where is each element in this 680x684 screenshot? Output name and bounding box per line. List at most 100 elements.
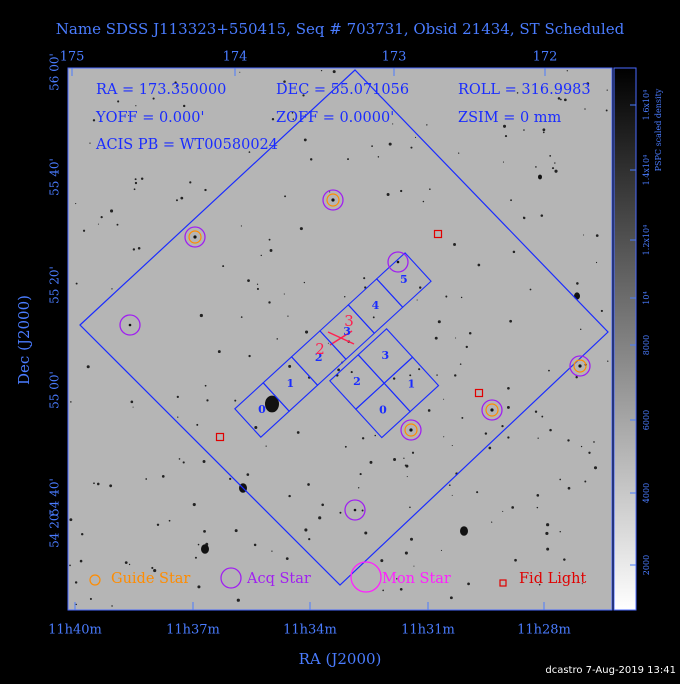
legend-label: Acq Star xyxy=(246,571,311,587)
sky-source xyxy=(288,494,291,498)
left-tick-label: 56 00' xyxy=(48,53,62,91)
sky-source xyxy=(548,369,550,372)
sky-source xyxy=(477,263,481,267)
sky-source xyxy=(176,395,179,399)
sky-source xyxy=(427,409,431,412)
sky-source xyxy=(413,565,415,567)
sky-source xyxy=(97,223,99,225)
sky-source xyxy=(174,81,177,84)
acq-star xyxy=(344,499,366,521)
sky-source xyxy=(503,124,507,128)
sky-source xyxy=(409,506,411,509)
sky-source xyxy=(509,319,513,323)
colorbar-tick-label: 10⁴ xyxy=(642,291,651,304)
sky-source xyxy=(595,261,598,264)
sky-source xyxy=(344,445,347,448)
sky-source xyxy=(606,89,608,91)
sky-source xyxy=(549,428,552,432)
sky-source xyxy=(248,354,251,358)
star xyxy=(193,235,197,239)
sky-source xyxy=(459,363,462,365)
sky-source xyxy=(607,360,609,362)
chip-label: 1 xyxy=(408,377,416,390)
sky-source xyxy=(70,401,72,403)
sky-source xyxy=(455,337,457,339)
sky-source xyxy=(192,502,196,507)
sky-source xyxy=(236,598,240,602)
sky-source xyxy=(175,199,178,202)
sky-source xyxy=(234,529,238,533)
colorbar-tick-label: 1.4x10⁴ xyxy=(642,155,651,186)
chip-label: 3 xyxy=(382,349,390,362)
sky-source xyxy=(371,145,373,148)
sky-source xyxy=(276,338,279,340)
sky-source xyxy=(600,309,603,313)
sky-source xyxy=(563,558,566,561)
ccd-chip xyxy=(375,252,432,309)
top-tick-label: 175 xyxy=(60,50,85,65)
sky-source xyxy=(460,296,463,299)
sky-source xyxy=(595,234,599,237)
sky-source xyxy=(382,589,384,592)
info-text: ACIS PB = WT00580024 xyxy=(95,137,278,153)
sky-source xyxy=(559,530,561,533)
star xyxy=(578,364,582,368)
sky-source xyxy=(502,510,504,512)
sky-source xyxy=(540,214,544,217)
sky-source xyxy=(246,473,250,476)
sky-source xyxy=(510,199,512,202)
sky-source xyxy=(584,108,586,110)
left-tick-label: 55 00' xyxy=(48,371,62,409)
sky-source xyxy=(197,543,200,546)
chip-label: 0 xyxy=(379,403,387,416)
chip-label: 0 xyxy=(258,403,266,416)
sky-source xyxy=(111,605,113,607)
left-tick-label: 54 40' xyxy=(48,478,62,516)
sky-source xyxy=(110,209,114,213)
sky-source xyxy=(357,487,360,489)
colorbar-tick-label: 8000 xyxy=(642,335,651,355)
sky-source xyxy=(559,98,562,101)
sky-source xyxy=(222,265,225,268)
sky-source xyxy=(546,547,550,551)
sky-source xyxy=(399,587,403,591)
sky-source xyxy=(194,556,197,559)
sky-source xyxy=(197,585,201,589)
galaxy xyxy=(201,544,209,554)
sky-source xyxy=(507,386,510,390)
sky-source xyxy=(593,441,595,443)
sky-source xyxy=(564,98,567,102)
sky-source xyxy=(137,246,141,250)
sky-source xyxy=(156,523,160,527)
plot-frame xyxy=(67,67,613,611)
sky-source xyxy=(339,511,342,514)
guide-star xyxy=(188,230,202,244)
sky-source xyxy=(239,71,241,73)
title: Name SDSS J113323+550415, Seq # 703731, … xyxy=(56,20,625,38)
sky-source xyxy=(406,476,408,478)
sky-source xyxy=(304,330,309,334)
sky-source xyxy=(416,299,418,301)
sky-source xyxy=(536,506,539,509)
sky-source xyxy=(467,582,470,586)
top-tick-label: 174 xyxy=(223,50,248,65)
sky-noise xyxy=(69,69,609,607)
sky-source xyxy=(299,227,303,231)
sky-source xyxy=(410,146,413,149)
sky-source xyxy=(453,243,456,246)
sky-source xyxy=(130,400,134,404)
sky-source xyxy=(161,111,163,113)
sky-source xyxy=(393,458,397,462)
sky-source xyxy=(304,528,308,532)
acq-star xyxy=(481,399,503,421)
sky-source xyxy=(536,494,540,497)
sky-source xyxy=(361,509,364,512)
sky-source xyxy=(541,415,544,418)
sky-source xyxy=(145,478,148,480)
sky-source xyxy=(256,287,259,291)
sky-source xyxy=(405,464,409,468)
sky-source xyxy=(307,483,310,486)
sky-source xyxy=(396,578,398,580)
sky-source xyxy=(285,557,289,560)
sky-source xyxy=(507,436,510,439)
